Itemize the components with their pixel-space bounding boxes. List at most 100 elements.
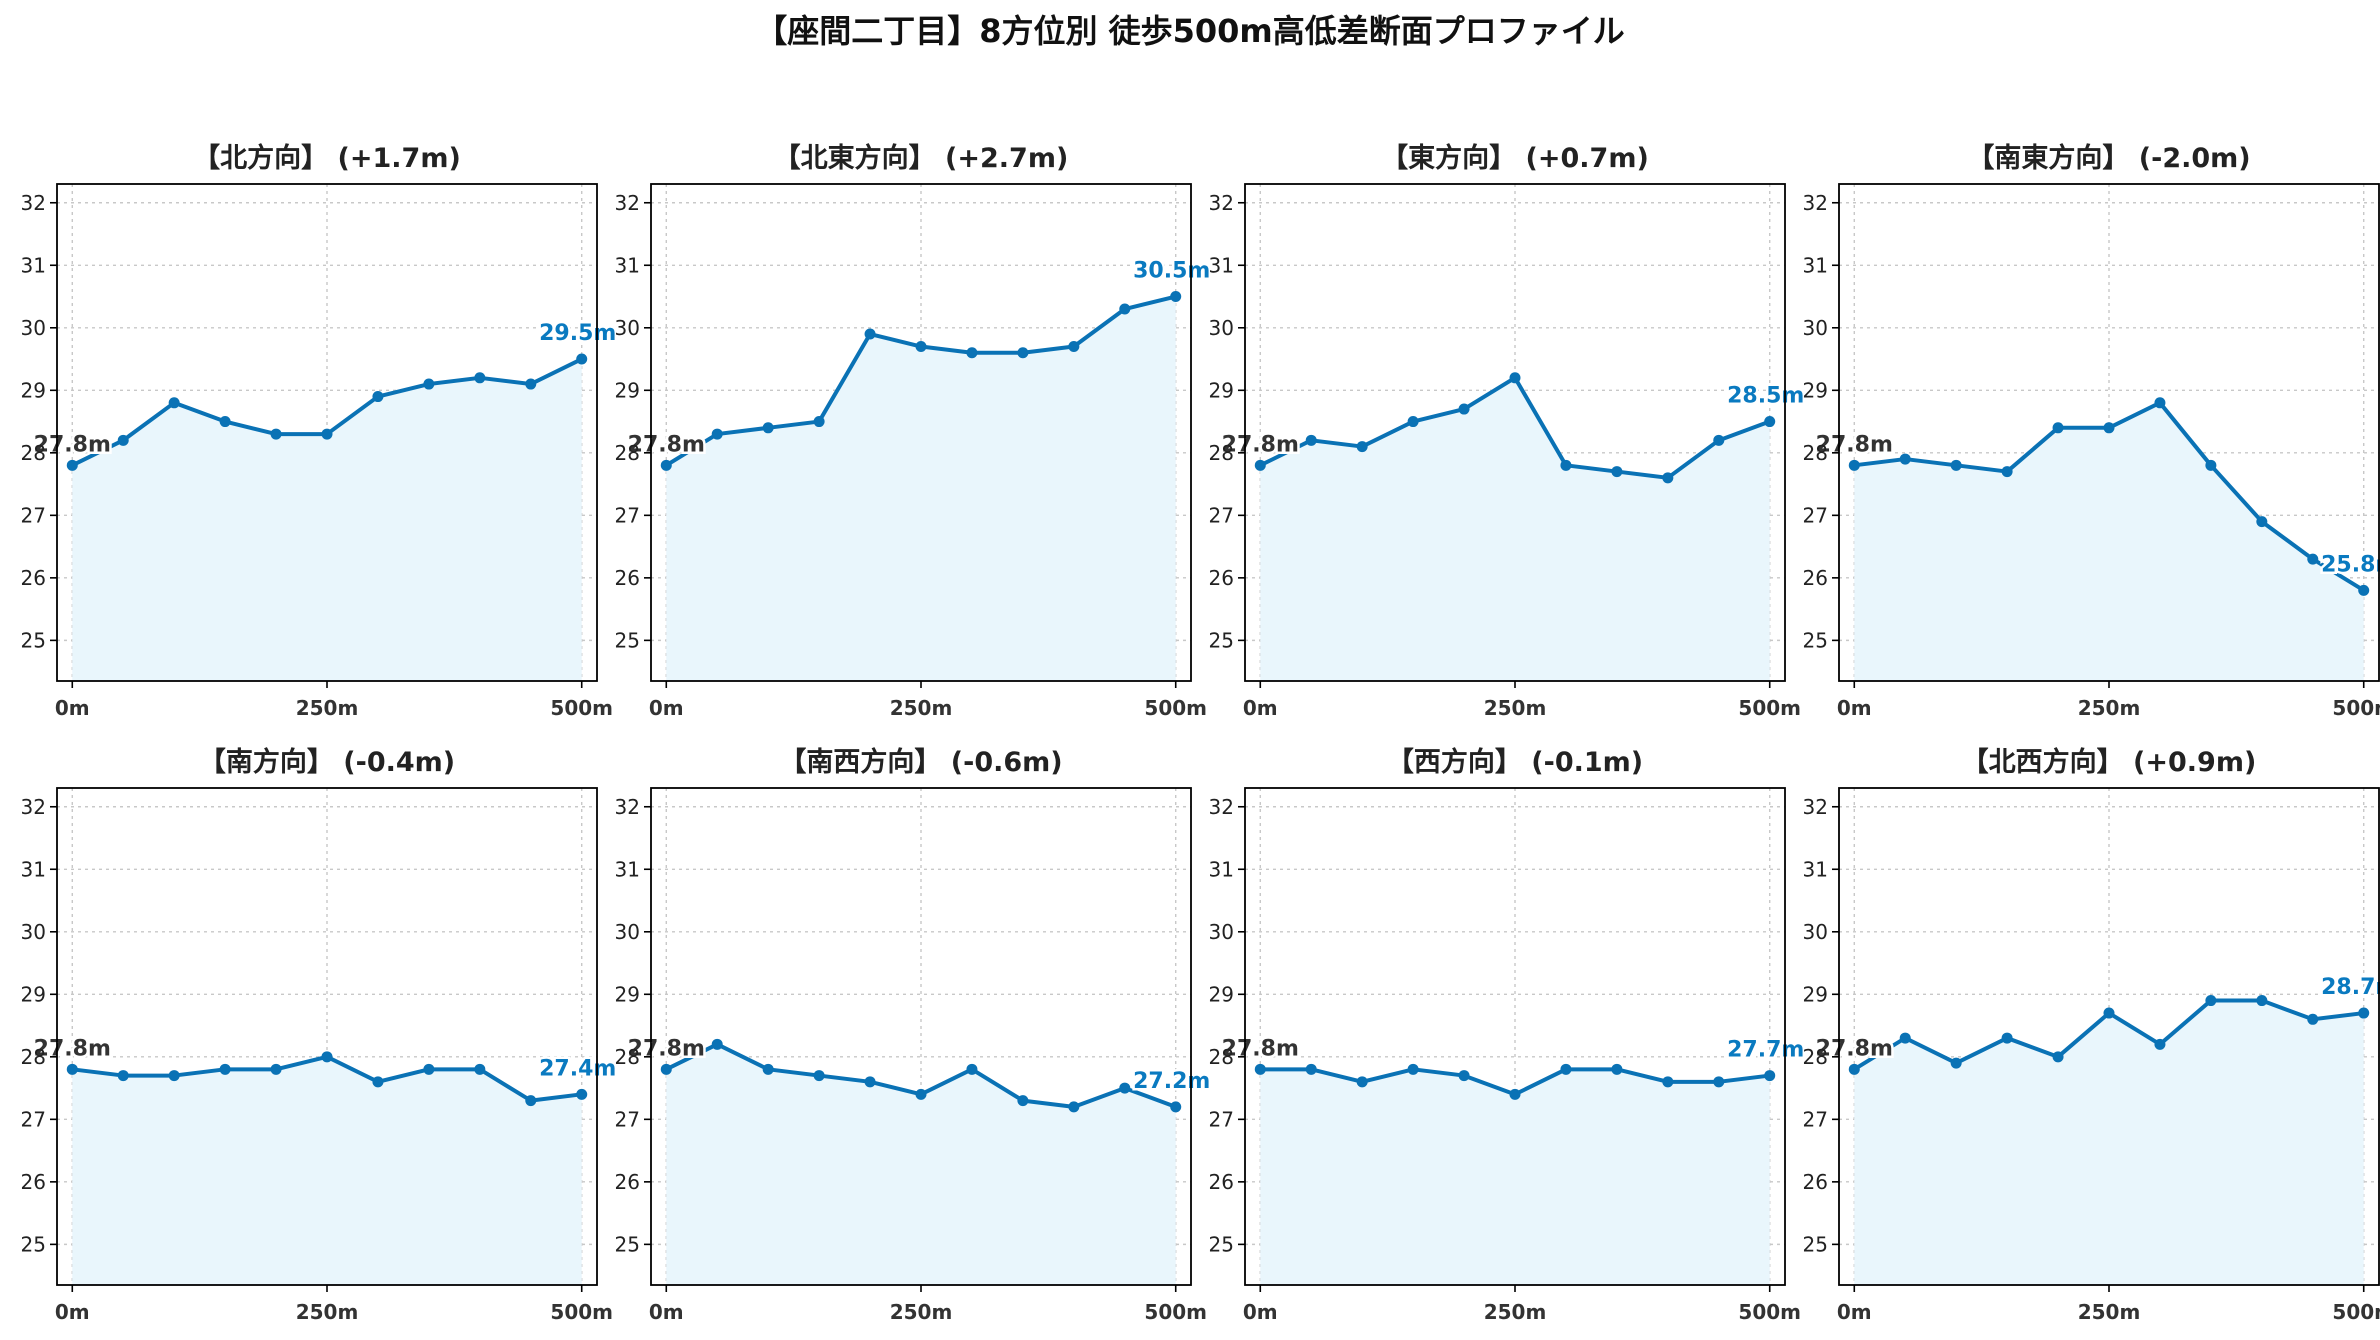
chart-panel-6: 【南西方向】 (-0.6m) 27.8m 27.2m 25 26 27 28 29 30 31 32… xyxy=(615,746,1213,1324)
y-tick-label: 29 xyxy=(1803,982,1828,1006)
elevation-point xyxy=(1305,434,1317,446)
elevation-point xyxy=(1899,453,1911,465)
panel-title: 【北方向】 (+1.7m) xyxy=(193,142,461,174)
x-tick-label: 500m xyxy=(1144,696,1207,720)
y-tick-label: 32 xyxy=(21,191,46,215)
y-tick-label: 31 xyxy=(21,857,46,881)
elevation-point xyxy=(1560,1063,1572,1075)
y-tick-label: 30 xyxy=(1803,316,1828,340)
elevation-point xyxy=(2307,1013,2319,1025)
x-tick-label: 500m xyxy=(1738,1300,1801,1324)
elevation-point xyxy=(2103,422,2115,434)
elevation-point xyxy=(168,397,180,409)
y-tick-label: 31 xyxy=(1803,253,1828,277)
x-tick-label: 0m xyxy=(1243,696,1278,720)
elevation-point xyxy=(2256,995,2268,1007)
elevation-point xyxy=(2001,1032,2013,1044)
x-tick-label: 500m xyxy=(1144,1300,1207,1324)
y-tick-label: 26 xyxy=(1803,566,1828,590)
elevation-point xyxy=(372,391,384,403)
elevation-point xyxy=(966,347,978,359)
x-tick-label: 0m xyxy=(649,696,684,720)
elevation-point xyxy=(2154,1038,2166,1050)
elevation-point xyxy=(813,416,825,428)
x-tick-label: 500m xyxy=(550,1300,613,1324)
elevation-point xyxy=(1356,441,1368,453)
elevation-area xyxy=(72,359,582,681)
elevation-point xyxy=(1848,1063,1860,1075)
y-tick-label: 27 xyxy=(1803,1107,1828,1131)
start-elevation-label: 27.8m xyxy=(628,432,705,457)
elevation-point xyxy=(2001,466,2013,478)
y-tick-label: 28 xyxy=(1803,1045,1828,1069)
elevation-point xyxy=(525,1095,537,1107)
elevation-point xyxy=(1950,1057,1962,1069)
y-tick-label: 25 xyxy=(1209,628,1234,652)
x-tick-label: 500m xyxy=(1738,696,1801,720)
y-tick-label: 32 xyxy=(1803,795,1828,819)
chart-panel-2: 【北東方向】 (+2.7m) 27.8m 30.5m 25 26 27 28 29 30 31 32… xyxy=(615,142,1213,720)
y-tick-label: 29 xyxy=(21,378,46,402)
y-tick-label: 29 xyxy=(1803,378,1828,402)
y-tick-label: 28 xyxy=(615,441,640,465)
y-tick-label: 29 xyxy=(615,982,640,1006)
elevation-point xyxy=(711,428,723,440)
elevation-point xyxy=(321,428,333,440)
elevation-point xyxy=(1611,1063,1623,1075)
elevation-point xyxy=(1560,459,1572,471)
elevation-area xyxy=(1260,1069,1770,1285)
end-elevation-label: 28.7m xyxy=(2321,975,2380,1000)
elevation-point xyxy=(1458,1070,1470,1082)
y-tick-label: 29 xyxy=(615,378,640,402)
elevation-point xyxy=(219,416,231,428)
chart-panel-7: 【西方向】 (-0.1m) 27.8m 27.7m 25 26 27 28 29 30 31 32 0… xyxy=(1209,746,1807,1324)
elevation-point xyxy=(762,422,774,434)
y-tick-label: 29 xyxy=(1209,378,1234,402)
elevation-point xyxy=(270,1063,282,1075)
x-tick-label: 250m xyxy=(2078,1300,2141,1324)
end-elevation-label: 25.8m xyxy=(2321,552,2380,577)
elevation-point xyxy=(1254,1063,1266,1075)
elevation-point xyxy=(1950,459,1962,471)
y-tick-label: 26 xyxy=(615,1170,640,1194)
y-tick-label: 27 xyxy=(1209,503,1234,527)
elevation-point xyxy=(525,378,537,390)
x-tick-label: 0m xyxy=(1837,1300,1872,1324)
end-elevation-label: 27.4m xyxy=(539,1056,616,1081)
y-tick-label: 25 xyxy=(1209,1232,1234,1256)
elevation-point xyxy=(1509,1088,1521,1100)
elevation-point xyxy=(270,428,282,440)
y-tick-label: 30 xyxy=(1209,316,1234,340)
elevation-point xyxy=(576,353,588,365)
y-tick-label: 25 xyxy=(21,628,46,652)
end-elevation-label: 28.5m xyxy=(1727,384,1804,409)
panel-title: 【北東方向】 (+2.7m) xyxy=(774,142,1069,174)
x-tick-label: 250m xyxy=(890,696,953,720)
end-elevation-label: 27.2m xyxy=(1133,1069,1210,1094)
elevation-point xyxy=(2358,1007,2370,1019)
y-tick-label: 26 xyxy=(1803,1170,1828,1194)
elevation-area xyxy=(1854,402,2364,681)
panel-title: 【南西方向】 (-0.6m) xyxy=(779,746,1062,778)
y-tick-label: 26 xyxy=(1209,1170,1234,1194)
y-tick-label: 30 xyxy=(21,920,46,944)
elevation-point xyxy=(2103,1007,2115,1019)
elevation-point xyxy=(864,1076,876,1088)
start-elevation-label: 27.8m xyxy=(628,1036,705,1061)
elevation-point xyxy=(1068,1101,1080,1113)
elevation-point xyxy=(168,1070,180,1082)
y-tick-label: 29 xyxy=(21,982,46,1006)
panel-title: 【南方向】 (-0.4m) xyxy=(199,746,455,778)
elevation-point xyxy=(423,378,435,390)
elevation-point xyxy=(2256,516,2268,528)
y-tick-label: 29 xyxy=(1209,982,1234,1006)
elevation-point xyxy=(1017,347,1029,359)
panel-title: 【東方向】 (+0.7m) xyxy=(1381,142,1649,174)
elevation-point xyxy=(423,1063,435,1075)
y-tick-label: 31 xyxy=(1803,857,1828,881)
elevation-point xyxy=(1017,1095,1029,1107)
y-tick-label: 25 xyxy=(615,628,640,652)
elevation-point xyxy=(1407,1063,1419,1075)
